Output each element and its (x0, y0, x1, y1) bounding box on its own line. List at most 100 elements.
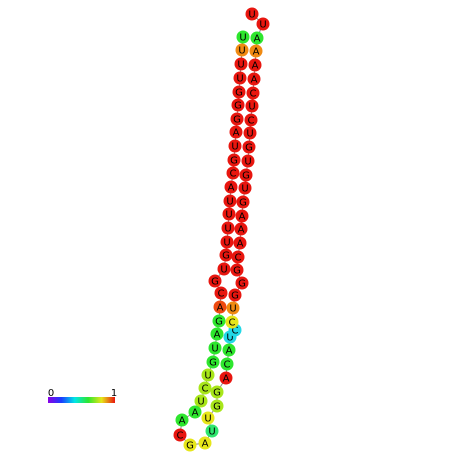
nucleotide-label: G (231, 291, 239, 302)
colorbar-min: 0 (48, 388, 54, 399)
nucleotide-label: A (226, 346, 233, 357)
nucleotide (173, 428, 187, 442)
nucleotide-label: U (211, 344, 218, 355)
nucleotide-label: A (253, 47, 260, 58)
nucleotide-label: U (248, 102, 255, 113)
nucleotide (245, 99, 259, 113)
nucleotide (208, 341, 222, 355)
nucleotide-label: A (179, 416, 186, 427)
nucleotide-label: U (223, 238, 230, 249)
nucleotide-label: C (235, 253, 242, 264)
nucleotide-label: U (229, 304, 236, 315)
nucleotide (217, 262, 231, 276)
nucleotide (230, 263, 244, 277)
nucleotide (241, 154, 255, 168)
nucleotide (225, 315, 239, 329)
nucleotide (236, 30, 250, 44)
nucleotide (221, 221, 235, 235)
nucleotide (228, 288, 242, 302)
nucleotide (214, 286, 228, 300)
nucleotide (236, 195, 250, 209)
nucleotide-label: A (251, 75, 258, 86)
nucleotide-label: U (204, 414, 211, 425)
nucleotide (175, 413, 189, 427)
nucleotide-label: U (231, 142, 238, 153)
nucleotide-label: G (233, 266, 241, 277)
nucleotide (226, 301, 240, 315)
nucleotide-label: A (202, 439, 209, 450)
nucleotide (231, 250, 245, 264)
nucleotide-label: G (239, 198, 247, 209)
nucleotide-label: G (238, 279, 246, 290)
nucleotide-label: U (224, 224, 231, 235)
nucleotide-label: A (214, 330, 221, 341)
nucleotide (194, 394, 208, 408)
nucleotide (219, 371, 233, 385)
nucleotide (235, 43, 249, 57)
nucleotide (222, 343, 236, 357)
nucleotide (239, 168, 253, 182)
nucleotide-label: C (232, 326, 239, 337)
colorbar-max: 1 (111, 388, 117, 399)
nucleotide (210, 399, 224, 413)
nucleotide (206, 355, 220, 369)
nucleotide (232, 85, 246, 99)
colorbar (48, 397, 115, 403)
nucleotide (244, 113, 258, 127)
nucleotide-label: U (226, 197, 233, 208)
nucleotide (213, 300, 227, 314)
nucleotide (223, 194, 237, 208)
nucleotide (228, 139, 242, 153)
nucleotide-label: A (254, 34, 261, 45)
nucleotide-label: G (242, 171, 250, 182)
nucleotide (234, 57, 248, 71)
nucleotide (246, 86, 260, 100)
nucleotide (220, 357, 234, 371)
nucleotide-label: A (252, 61, 259, 72)
nucleotide-label: U (226, 333, 233, 344)
nucleotide (238, 181, 252, 195)
nucleotide (205, 424, 219, 438)
nucleotide-label: A (223, 374, 230, 385)
nucleotide-label: A (239, 212, 246, 223)
nucleotide-label: G (222, 251, 230, 262)
nucleotide-label: U (236, 74, 243, 85)
nucleotide (212, 314, 226, 328)
nucleotide (231, 98, 245, 112)
nucleotide (233, 71, 247, 85)
nucleotide (210, 327, 224, 341)
nucleotide (229, 125, 243, 139)
nucleotide-label: U (239, 33, 246, 44)
nucleotide-label: G (215, 317, 223, 328)
nucleotide-label: G (235, 88, 243, 99)
nucleotide-label: C (177, 431, 184, 442)
nucleotide-label: U (237, 60, 244, 71)
nucleotide-label: G (213, 402, 221, 413)
nucleotide-label: U (204, 371, 211, 382)
nucleotide (201, 368, 215, 382)
nucleotide-label: C (224, 360, 231, 371)
nucleotide-label: C (229, 318, 236, 329)
nucleotide-label: C (230, 169, 237, 180)
nucleotide-label: U (197, 397, 204, 408)
nucleotide (233, 236, 247, 250)
nucleotide-label: A (228, 183, 235, 194)
nucleotide-label: G (233, 115, 241, 126)
nucleotide (227, 153, 241, 167)
nucleotide (243, 126, 257, 140)
nucleotide (208, 274, 222, 288)
nucleotide (219, 248, 233, 262)
nucleotide (230, 112, 244, 126)
nucleotide (226, 166, 240, 180)
nucleotide-label: A (237, 239, 244, 250)
nucleotide-label: G (186, 441, 194, 452)
nucleotide-label: A (192, 408, 199, 419)
nucleotide-label: C (218, 289, 225, 300)
nucleotide-label: U (259, 20, 266, 31)
nucleotide (188, 405, 202, 419)
nucleotide-label: G (234, 101, 242, 112)
nucleotide-label: G (230, 156, 238, 167)
nucleotide-label: C (250, 89, 257, 100)
nucleotide (222, 207, 236, 221)
nucleotide-label: C (202, 384, 209, 395)
